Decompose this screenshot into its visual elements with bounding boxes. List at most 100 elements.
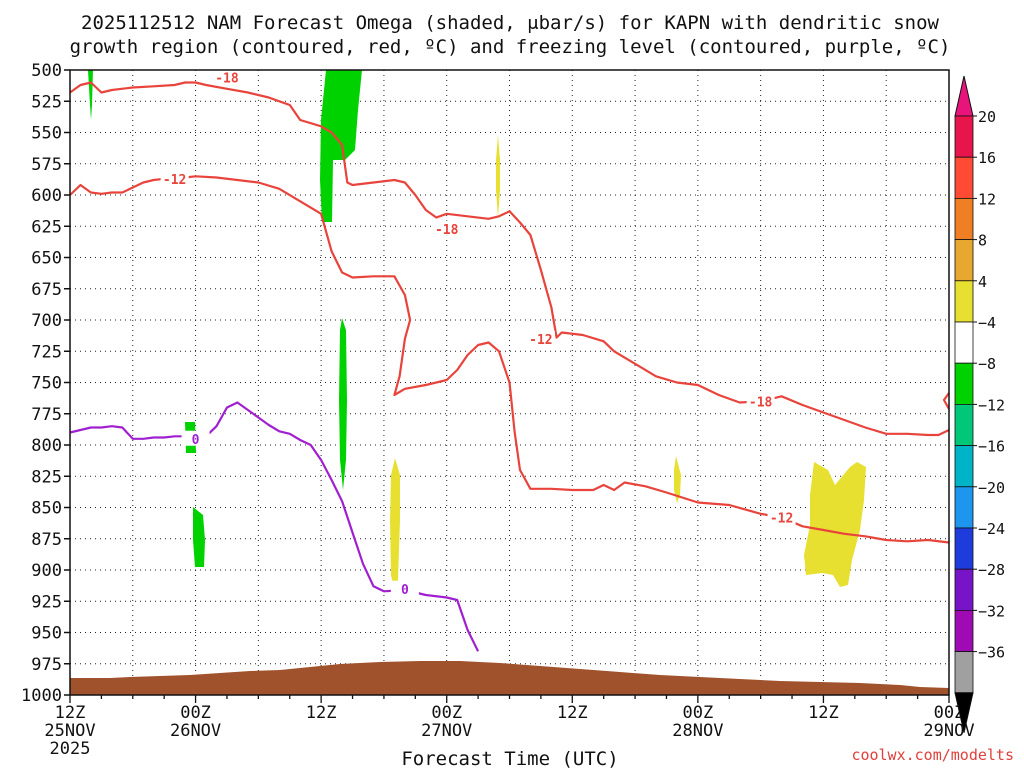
y-tick-label: 625 [31,217,62,237]
y-tick-label: 950 [31,624,62,644]
x-axis-label: Forecast Time (UTC) [401,748,618,768]
y-tick-label: 550 [31,124,62,144]
contour-label-bg [212,69,241,85]
x-tick-label-date: 27NOV [421,721,472,741]
contour-label-bg [767,509,796,525]
colorbar-swatch [954,156,974,199]
x-tick-label-date: 28NOV [672,721,723,741]
colorbar-label: −8 [978,355,996,373]
y-tick-label: 750 [31,374,62,394]
y-tick-label: 525 [31,92,62,112]
omega-positive-region [390,458,400,593]
colorbar-bottom-arrow [954,692,974,733]
contour-label: -12 [163,173,186,188]
x-tick-label-time: 12Z [557,703,588,723]
omega-negative-region [193,507,205,567]
omega-positive-region [674,456,681,503]
terrain-surface [70,661,949,695]
x-tick-label-date: 29NOV [923,721,974,741]
colorbar-swatch [954,321,974,364]
y-tick-label: 925 [31,592,62,612]
contour-label: -18 [435,223,459,238]
contour-edge-fragment [942,392,950,410]
colorbar-swatch [954,445,974,488]
y-tick-label: 1000 [21,686,62,706]
x-tick-label-time: 00Z [180,703,211,723]
colorbar-swatch [954,651,974,694]
omega-positive-region [804,462,866,587]
y-tick-label: 900 [31,561,62,581]
colorbar-label: −16 [978,438,1005,456]
colorbar-swatch [954,486,974,529]
chart-title-line-2: growth region (contoured, red, ºC) and f… [70,36,951,58]
colorbar-swatch [954,610,974,653]
contour-label: -12 [770,512,793,527]
omega-negative-region [339,318,347,490]
x-tick-label-year: 2025 [50,739,91,759]
colorbar-label: −4 [978,314,996,332]
contour-label: -18 [215,72,239,87]
y-tick-label: 575 [31,155,62,175]
colorbar-label: 16 [978,149,996,167]
contour-label-bg [432,220,461,236]
colorbar-label: 20 [978,108,996,126]
y-tick-label: 875 [31,530,62,550]
x-tick-label-date: 25NOV [44,721,95,741]
colorbar-top-arrow [954,75,974,117]
x-tick-label-time: 00Z [431,703,462,723]
colorbar-label: −28 [978,561,1005,579]
y-tick-label: 600 [31,186,62,206]
contour-label-bg [746,393,775,409]
contour-label-bg [160,170,189,186]
y-tick-label: 500 [31,61,62,81]
colorbar-label: −12 [978,396,1005,414]
y-tick-label: 975 [31,655,62,675]
y-tick-label: 800 [31,436,62,456]
omega-negative-region [320,70,362,222]
x-tick-label-time: 12Z [55,703,86,723]
omega-positive-region [496,135,500,218]
contour-label: -18 [749,395,773,410]
colorbar-swatch [954,239,974,282]
colorbar-swatch [954,362,974,405]
colorbar: 20 16 12 8 4 −4 −8 −12 −16 −20 −24 −28 −32 −36 [954,75,1005,733]
colorbar-swatch [954,197,974,240]
contour-label: -12 [529,333,552,348]
colorbar-swatch [954,280,974,323]
y-tick-label: 700 [31,311,62,331]
chart-title-line-1: 2025112512 NAM Forecast Omega (shaded, μ… [81,12,939,34]
colorbar-label: 8 [978,232,987,250]
colorbar-swatch [954,527,974,570]
contour-freezing-level-0c [69,401,480,652]
x-tick-label-time: 00Z [682,703,713,723]
contour-label: 0 [401,583,409,598]
contour-label-bg [526,330,555,346]
colorbar-label: −32 [978,602,1005,620]
colorbar-label: −24 [978,520,1005,538]
y-tick-label: 675 [31,280,62,300]
colorbar-label: 12 [978,190,996,208]
contour-label-bg [181,430,210,446]
colorbar-swatch [954,403,974,446]
x-tick-label-time: 12Z [808,703,839,723]
colorbar-swatch [954,568,974,611]
y-tick-label: 850 [31,499,62,519]
y-tick-label: 725 [31,342,62,362]
y-axis: 500 525 550 575 600 625 650 675 700 725 750 775 800 8… [21,61,950,706]
y-tick-label: 825 [31,467,62,487]
x-tick-label-time: 00Z [934,703,965,723]
colorbar-label: −36 [978,644,1005,662]
x-tick-label-time: 12Z [306,703,337,723]
contour-label-bg [390,580,419,596]
y-tick-label: 650 [31,249,62,269]
contour-lines: -18 -18 -12 -12 0 0 -18 -12 [69,69,950,652]
contour-label: 0 [192,433,200,448]
colorbar-label: 4 [978,273,987,291]
colorbar-swatch [954,115,974,158]
colorbar-label: −20 [978,479,1005,497]
credit-text: coolwx.com/modelts [851,746,1014,764]
y-tick-label: 775 [31,405,62,425]
x-tick-label-date: 26NOV [170,721,221,741]
